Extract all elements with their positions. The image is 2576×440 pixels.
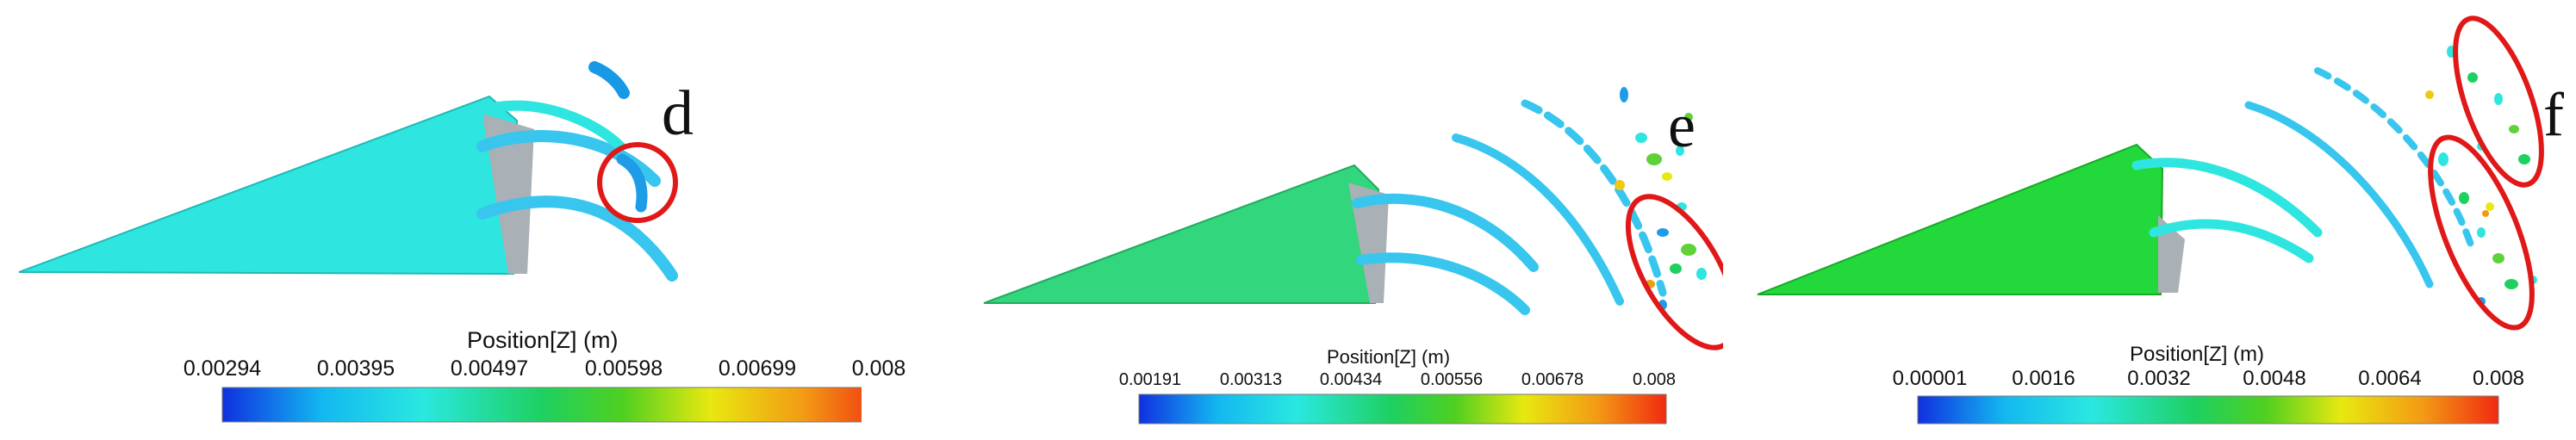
blade-upper-top [477, 100, 625, 152]
colorbar-tick: 0.0032 [2127, 367, 2191, 390]
wedge-body [1757, 143, 2164, 295]
colorbar-tick: 0.00191 [1118, 370, 1182, 389]
scene-e [983, 87, 1723, 425]
wedge-shadow [1348, 183, 1389, 303]
blade-arc [2314, 67, 2476, 253]
panel-f: f Position[Z] (m) 0.00001 0.0016 0.0032 … [1723, 0, 2576, 440]
colorbar-tick: 0.008 [851, 356, 906, 381]
colorbar-tick: 0.00556 [1420, 370, 1484, 389]
panel-e: e Position[Z] (m) 0.00191 0.00313 0.0043… [862, 0, 1723, 440]
wedge-shadow [482, 114, 534, 274]
droplet-cloud [1615, 87, 1707, 310]
wedge-body [983, 164, 1380, 304]
colorbar-tick: 0.00434 [1319, 370, 1383, 389]
highlight-ellipse [1625, 194, 1723, 350]
panel-letter: f [2543, 80, 2564, 149]
blade-arc [1521, 99, 1667, 297]
wedge-shadow [2158, 215, 2185, 293]
blade-arc [1452, 133, 1624, 306]
colorbar-tick: 0.00497 [450, 356, 529, 381]
highlight-circle [597, 142, 678, 223]
blade-arc [2244, 101, 2434, 288]
colorbar-gradient [221, 387, 862, 423]
scene-f [1757, 15, 2544, 425]
colorbar-title: Position[Z] (m) [467, 327, 619, 353]
colorbar-tick: 0.0048 [2243, 367, 2306, 390]
colorbar-tick: 0.00678 [1521, 370, 1584, 389]
colorbar-tick: 0.0016 [2012, 367, 2075, 390]
panel-letter: e [1668, 91, 1696, 160]
blade-lower [1356, 252, 1530, 315]
colorbar-tick: 0.00001 [1892, 367, 1968, 390]
droplet-cloud [2425, 46, 2537, 306]
colorbar-ticks: 0.00001 0.0016 0.0032 0.0048 0.0064 0.00… [1723, 367, 2576, 393]
colorbar-tick: 0.00313 [1219, 370, 1283, 389]
blade-upper [1352, 193, 1539, 272]
colorbar-tick: 0.00395 [316, 356, 395, 381]
colorbar-ticks: 0.00294 0.00395 0.00497 0.00598 0.00699 … [0, 356, 905, 386]
colorbar-tick: 0.008 [1632, 370, 1677, 389]
panel-d: d Position[Z] (m) 0.00294 0.00395 0.0049… [0, 0, 905, 440]
droplet [616, 153, 648, 213]
colorbar-tick: 0.008 [2472, 367, 2525, 390]
colorbar-tick: 0.00598 [584, 356, 663, 381]
colorbar-gradient [1138, 394, 1667, 425]
wedge-body [18, 95, 519, 276]
droplet [588, 61, 630, 99]
colorbar-tick: 0.0064 [2358, 367, 2422, 390]
blade-lower [2149, 219, 2314, 263]
highlight-ellipse [2453, 15, 2544, 188]
scene-d [18, 61, 862, 423]
colorbar-title: Position[Z] (m) [1327, 346, 1451, 368]
colorbar-tick: 0.00699 [718, 356, 797, 381]
colorbar-tick: 0.00294 [183, 356, 262, 381]
blade-lower [476, 195, 678, 282]
panel-letter: d [662, 78, 694, 149]
colorbar-title: Position[Z] (m) [2130, 343, 2265, 366]
colorbar-ticks: 0.00191 0.00313 0.00434 0.00556 0.00678 … [862, 370, 1723, 394]
colorbar-gradient [1917, 395, 2499, 425]
highlight-ellipse [2428, 134, 2535, 331]
blade-upper [2131, 158, 2323, 238]
